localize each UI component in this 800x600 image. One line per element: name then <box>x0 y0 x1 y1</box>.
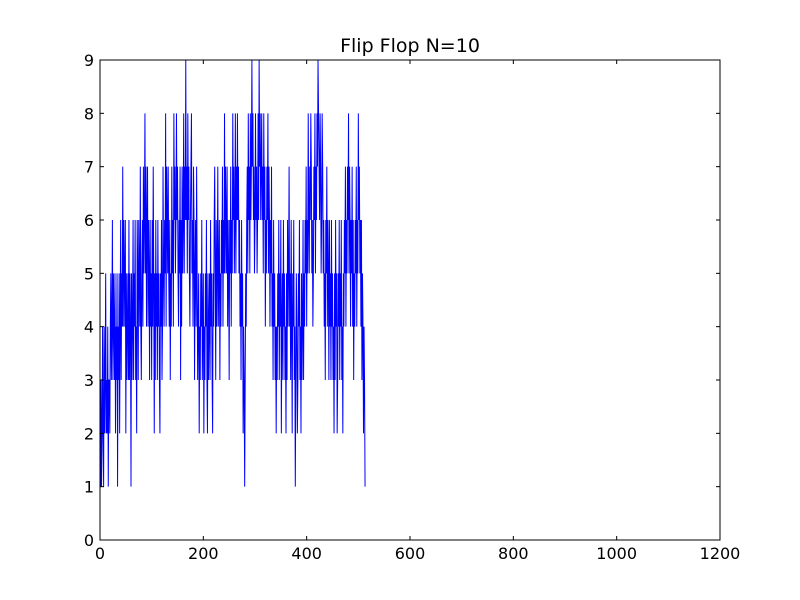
y-tick-label: 1 <box>84 478 94 497</box>
x-tick-label: 800 <box>498 544 529 563</box>
x-tick-label: 1200 <box>700 544 741 563</box>
chart-title: Flip Flop N=10 <box>340 35 480 57</box>
y-tick-label: 8 <box>84 104 94 123</box>
y-tick-label: 6 <box>84 211 94 230</box>
y-tick-label: 7 <box>84 158 94 177</box>
x-tick-label: 1000 <box>596 544 637 563</box>
series-line-0 <box>100 60 366 487</box>
x-tick-label: 0 <box>95 544 105 563</box>
y-tick-label: 3 <box>84 371 94 390</box>
y-tick-label: 9 <box>84 51 94 70</box>
plot-area <box>100 60 366 487</box>
y-tick-label: 4 <box>84 318 94 337</box>
x-tick-label: 600 <box>395 544 426 563</box>
x-axis: 0 200 400 600 800 1000 1200 <box>95 60 740 563</box>
y-tick-label: 0 <box>84 531 94 550</box>
x-tick-label: 400 <box>291 544 322 563</box>
x-tick-label: 200 <box>188 544 219 563</box>
y-tick-label: 5 <box>84 264 94 283</box>
y-tick-label: 2 <box>84 424 94 443</box>
y-axis: 0 1 2 3 4 5 6 7 8 9 <box>84 51 720 550</box>
